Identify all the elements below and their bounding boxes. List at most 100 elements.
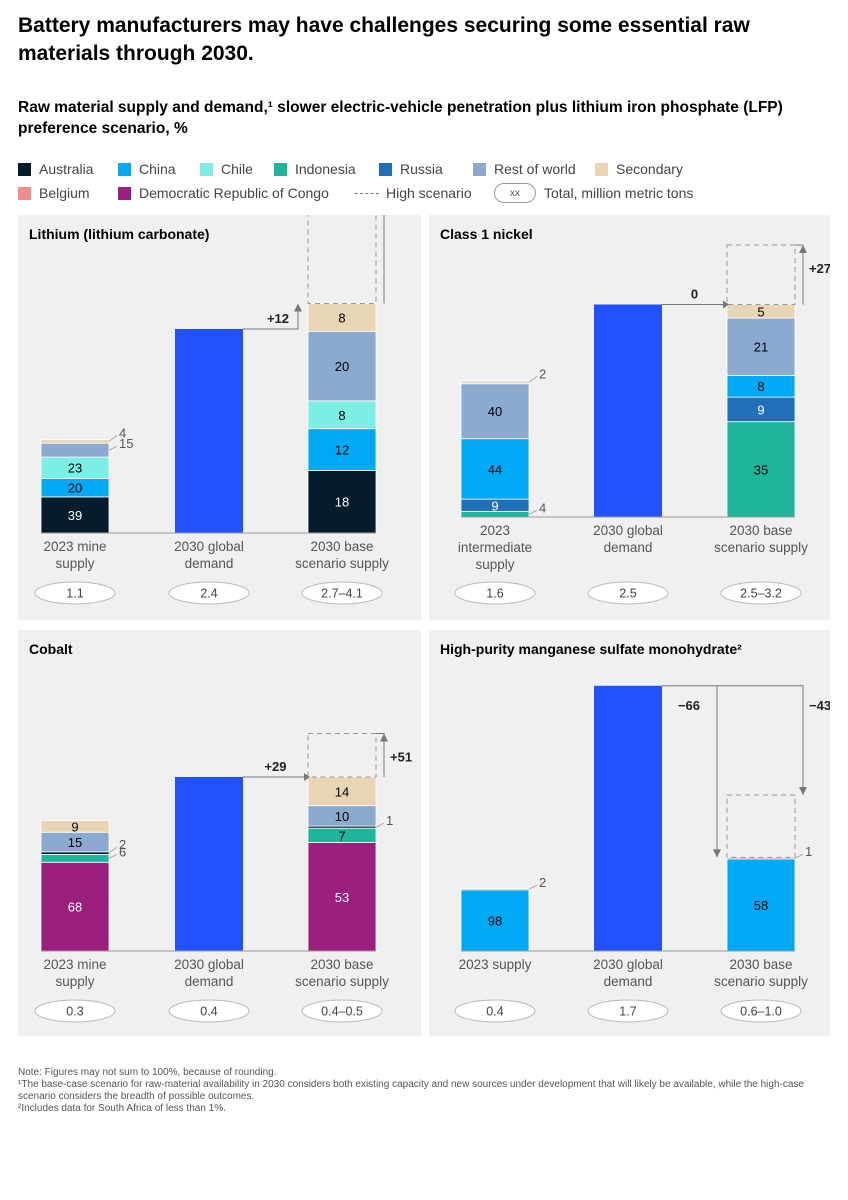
- total-oval: [454, 999, 536, 1023]
- category-label: 2030 base scenario supply: [714, 523, 808, 555]
- segment-label: 44: [488, 462, 502, 477]
- footnote-2: ²Includes data for South Africa of less …: [18, 1103, 226, 1114]
- gap-arrow-line: [243, 307, 299, 330]
- legend-item-rest-of-world: Rest of world: [473, 159, 576, 179]
- legend-swatch: [379, 162, 392, 176]
- segment-label: 10: [335, 809, 349, 824]
- category-label: 2023 mine supply: [43, 957, 106, 989]
- bar-segment: [726, 304, 796, 319]
- total-oval-icon: xx: [494, 183, 536, 203]
- chart-subtitle: Raw material supply and demand,¹ slower …: [18, 99, 783, 137]
- gap-label: +29: [264, 759, 286, 774]
- high-gap-arrow-head: [799, 245, 807, 253]
- legend-item-russia: Russia: [379, 159, 443, 179]
- leader-line: [794, 853, 804, 859]
- footnotes: Note: Figures may not sum to 100%, becau…: [18, 1067, 828, 1115]
- segment-label: 4: [119, 425, 126, 440]
- legend-swatch: [595, 162, 608, 176]
- total-oval: [34, 999, 116, 1023]
- nickel-chart: 4 9 44 40 2 35 9 8 21 5 0 +27 2023 intermediate supply…: [454, 244, 830, 605]
- segment-label: 1: [805, 844, 812, 859]
- category-label: 2030 global demand: [174, 957, 244, 989]
- high-scenario-box: [307, 733, 377, 778]
- gap-arrow-head: [294, 303, 302, 312]
- manganese-panel: High-purity manganese sulfate monohydrat…: [429, 630, 830, 1036]
- legend-swatch: [118, 186, 131, 200]
- bar-segment: [307, 303, 377, 332]
- legend-item-china: China: [118, 159, 176, 179]
- segment-label: 35: [754, 462, 768, 477]
- bar-segment: [460, 888, 530, 891]
- segment-label: 18: [335, 495, 349, 510]
- legend-item-australia: Australia: [18, 159, 93, 179]
- legend-swatch: [18, 162, 31, 176]
- segment-label: 40: [488, 404, 502, 419]
- bar-segment: [40, 820, 110, 833]
- segment-label: 53: [335, 890, 349, 905]
- total-oval: [720, 999, 802, 1023]
- dashed-line-icon: [355, 192, 379, 194]
- legend-item-high-scenario: High scenario: [355, 183, 472, 203]
- total-oval: [301, 581, 383, 605]
- total-oval: [34, 581, 116, 605]
- segment-label: 8: [338, 310, 345, 325]
- segment-label: 23: [68, 461, 82, 476]
- segment-label: 39: [68, 508, 82, 523]
- panel-title: Lithium (lithium carbonate): [29, 226, 210, 242]
- segment-label: 58: [754, 898, 768, 913]
- category-label: 2030 base scenario supply: [714, 957, 808, 989]
- segment-label: 9: [71, 819, 78, 834]
- panel-title: Cobalt: [29, 641, 73, 657]
- total-label: 1.1: [66, 587, 83, 601]
- total-label: 0.4: [200, 1005, 217, 1019]
- category-label: 2023 supply: [459, 957, 532, 972]
- category-label: 2023 mine supply: [43, 539, 106, 571]
- total-oval: [168, 581, 250, 605]
- bar-segment: [460, 889, 530, 952]
- cobalt-chart: 68 62 159 53 7 1 10 14 +29 +51 2023 mine supply 0.3 2…: [34, 733, 412, 1023]
- footnote-1: ¹The base-case scenario for raw-material…: [18, 1079, 804, 1102]
- legend-swatch: [473, 162, 486, 176]
- segment-label: 4: [539, 500, 546, 515]
- legend-item-belgium: Belgium: [18, 183, 90, 203]
- legend-item-secondary: Secondary: [595, 159, 683, 179]
- segment-label: 1: [386, 813, 393, 828]
- gap-arrow-head: [304, 773, 310, 781]
- segment-label: 15: [68, 835, 82, 850]
- bar-segment: [460, 383, 530, 440]
- legend-swatch: [118, 162, 131, 176]
- high-scenario-box: [307, 215, 377, 304]
- segment-label: 14: [335, 784, 349, 799]
- segment-label: 9: [491, 498, 498, 513]
- bar-segment: [40, 439, 110, 444]
- segment-label: 5: [757, 304, 764, 319]
- total-label: 2.7–4.1: [321, 587, 363, 601]
- segment-label: 20: [335, 359, 349, 374]
- total-oval: [301, 999, 383, 1023]
- demand-bar: [594, 304, 662, 517]
- legend-item-indonesia: Indonesia: [274, 159, 356, 179]
- total-label: 2.5: [619, 587, 636, 601]
- bar-segment: [307, 842, 377, 952]
- total-label: 0.4–0.5: [321, 1005, 363, 1019]
- gap-arrow-head: [713, 849, 721, 858]
- total-label: 0.6–1.0: [740, 1005, 782, 1019]
- segment-label: 2: [539, 366, 546, 381]
- high-gap-label: +51: [390, 750, 412, 765]
- total-oval: [454, 581, 536, 605]
- legend-item-drc: Democratic Republic of Congo: [118, 183, 329, 203]
- category-label: 2030 base scenario supply: [295, 957, 389, 989]
- legend-swatch: [18, 186, 31, 200]
- bar-segment: [726, 421, 796, 518]
- panel-title: High-purity manganese sulfate monohydrat…: [440, 641, 742, 657]
- segment-label: 7: [338, 828, 345, 843]
- high-scenario-box: [726, 794, 796, 858]
- total-label: 2.4: [200, 587, 217, 601]
- high-scenario-box: [726, 244, 796, 305]
- high-gap-label: −43: [809, 698, 830, 713]
- nickel-panel: Class 1 nickel 4 9 44 40 2 35 9 8 21 5 0 +27 2023 int…: [429, 215, 830, 620]
- bar-segment: [40, 854, 110, 863]
- segment-label: 8: [757, 379, 764, 394]
- total-oval: [587, 999, 669, 1023]
- segment-label: 9: [757, 402, 764, 417]
